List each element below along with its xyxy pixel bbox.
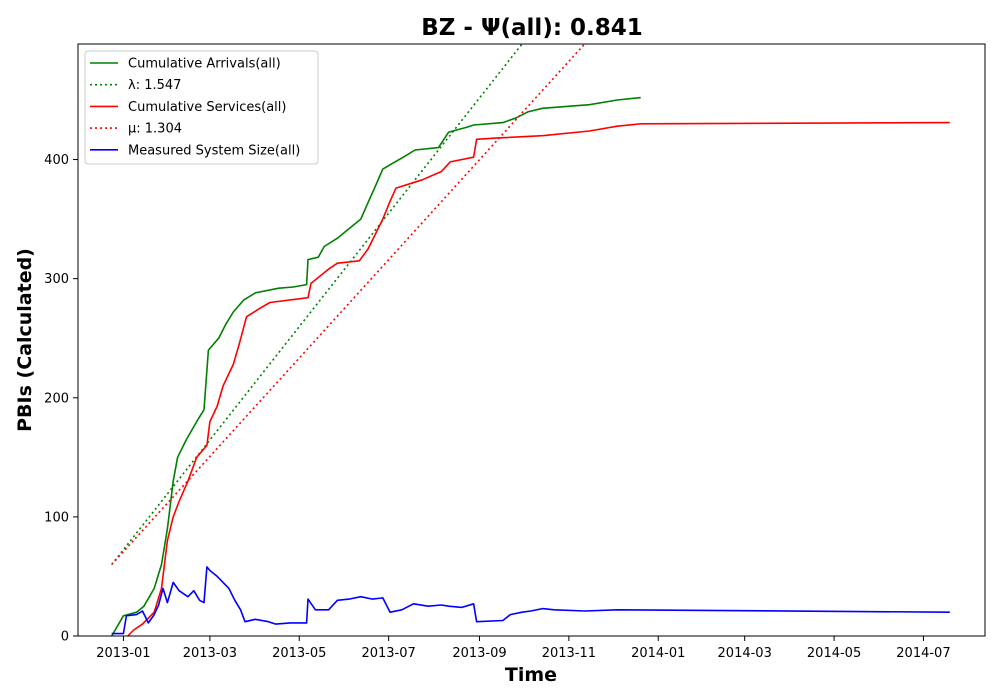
x-tick-label: 2013-11: [542, 646, 596, 661]
x-axis-label: Time: [505, 664, 557, 686]
legend-label: λ: 1.547: [128, 78, 181, 93]
y-axis-label: PBIs (Calculated): [14, 248, 36, 432]
x-tick-label: 2013-05: [272, 646, 326, 661]
y-tick-label: 0: [61, 630, 69, 645]
legend-box: [84, 50, 319, 165]
legend-label: Measured System Size(all): [128, 143, 300, 158]
series-line-measured-system-size-all: [111, 566, 950, 635]
y-tick-label: 400: [44, 153, 69, 168]
x-tick-label: 2013-01: [96, 646, 150, 661]
series-line-1-304: [111, 44, 586, 566]
chart-title: BZ - Ψ(all): 0.841: [421, 15, 643, 41]
legend-label: μ: 1.304: [128, 122, 182, 137]
x-axis: 2013-01 2013-03 2013-05 2013-07 2013-09 2013-…: [96, 636, 951, 661]
y-tick-label: 300: [44, 272, 69, 287]
x-tick-label: 2014-03: [718, 646, 772, 661]
plot-frame: [77, 43, 986, 637]
x-tick-label: 2013-03: [183, 646, 237, 661]
legend: Cumulative Arrivals(all) λ: 1.547 Cumulati…: [84, 50, 319, 165]
legend-label: Cumulative Arrivals(all): [128, 57, 281, 72]
x-tick-label: 2014-07: [896, 646, 950, 661]
y-axis: 0 100 200 300 400: [44, 153, 78, 645]
series-layer: [111, 44, 950, 636]
series-line-1-547: [111, 44, 524, 565]
series-line-cumulative-services-all: [127, 121, 950, 636]
y-tick-label: 200: [44, 391, 69, 406]
legend-label: Cumulative Services(all): [128, 100, 286, 115]
series-line-cumulative-arrivals-all: [111, 96, 641, 636]
x-tick-label: 2013-09: [452, 646, 506, 661]
x-tick-label: 2014-05: [807, 646, 861, 661]
y-tick-label: 100: [44, 510, 69, 525]
x-tick-label: 2014-01: [631, 646, 685, 661]
x-tick-label: 2013-07: [361, 646, 415, 661]
